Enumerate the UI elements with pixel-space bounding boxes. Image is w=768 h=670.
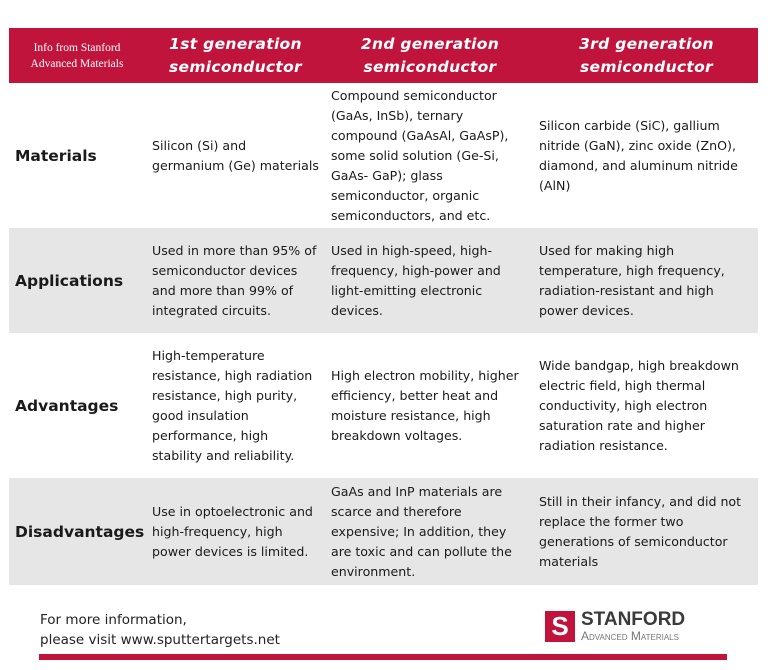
header-line: 1st generation [169,34,302,53]
row-label: Materials [15,146,97,165]
logo-s-icon: S [545,611,575,642]
header-2nd-generation: 2nd generation semiconductor [325,33,533,79]
table-cell: GaAs and InP materials are scarce and th… [331,483,512,579]
info-line: Advanced Materials [30,57,124,70]
footer-website: please visit www.sputtertargets.net [40,632,280,648]
row-label: Disadvantages [15,522,145,541]
table-cell: Compound semiconductor (GaAs, InSb), ter… [331,87,509,223]
header-3rd-generation: 3rd generation semiconductor [533,33,758,79]
row-label: Applications [15,271,124,290]
logo-subtitle: Advanced Materials [581,629,679,643]
footer-line: For more information, [40,612,187,628]
header-line: 2nd generation [360,34,500,53]
table-cell: Used in more than 95% of semiconductor d… [152,242,317,318]
header-line: semiconductor [580,57,713,76]
table-row-applications: Applications Used in more than 95% of se… [9,228,758,333]
table-row-advantages: Advantages High-temperature resistance, … [9,333,758,478]
comparison-table: Info from Stanford Advanced Materials 1s… [9,28,758,585]
table-cell: Wide bandgap, high breakdown electric fi… [539,357,739,453]
table-cell: Used for making high temperature, high f… [539,242,725,318]
table-cell: Silicon (Si) and germanium (Ge) material… [152,137,319,173]
row-label: Advantages [15,396,119,415]
table-row-materials: Materials Silicon (Si) and germanium (Ge… [9,83,758,228]
header-line: semiconductor [169,57,302,76]
table-cell: Silicon carbide (SiC), gallium nitride (… [539,117,738,193]
table-cell: High electron mobility, higher efficienc… [331,367,519,443]
footer-divider [39,654,727,660]
header-1st-generation: 1st generation semiconductor [145,33,325,79]
logo-name: STANFORD [581,609,686,630]
table-cell: High-temperature resistance, high radiat… [152,347,313,463]
footer-info: For more information, please visit www.s… [40,610,280,650]
table-header: Info from Stanford Advanced Materials 1s… [9,28,758,83]
table-cell: Still in their infancy, and did not repl… [539,493,742,569]
info-line: Info from Stanford [33,41,121,54]
info-source: Info from Stanford Advanced Materials [9,40,145,72]
header-line: semiconductor [363,57,497,76]
table-row-disadvantages: Disadvantages Use in optoelectronic and … [9,478,758,585]
table-cell: Used in high-speed, high-frequency, high… [331,242,501,318]
table-cell: Use in optoelectronic and high-frequency… [152,503,313,559]
stanford-logo: S STANFORD Advanced Materials [545,610,685,643]
header-line: 3rd generation [579,34,714,53]
